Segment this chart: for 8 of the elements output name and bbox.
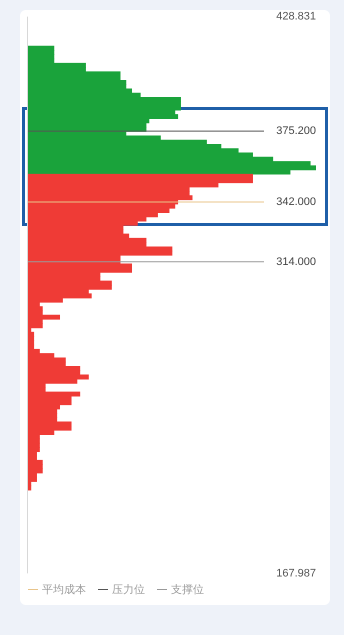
- ref-line-label: 342.000: [276, 196, 316, 208]
- ref-line-label: 314.000: [276, 256, 316, 268]
- y-tick-label: 428.831: [276, 10, 316, 23]
- text: 压力位: [112, 583, 145, 597]
- ref-line-label: 375.200: [276, 125, 316, 138]
- text: 支撑位: [171, 583, 204, 597]
- text: 平均成本: [42, 583, 86, 597]
- y-tick-label: 167.987: [276, 567, 316, 580]
